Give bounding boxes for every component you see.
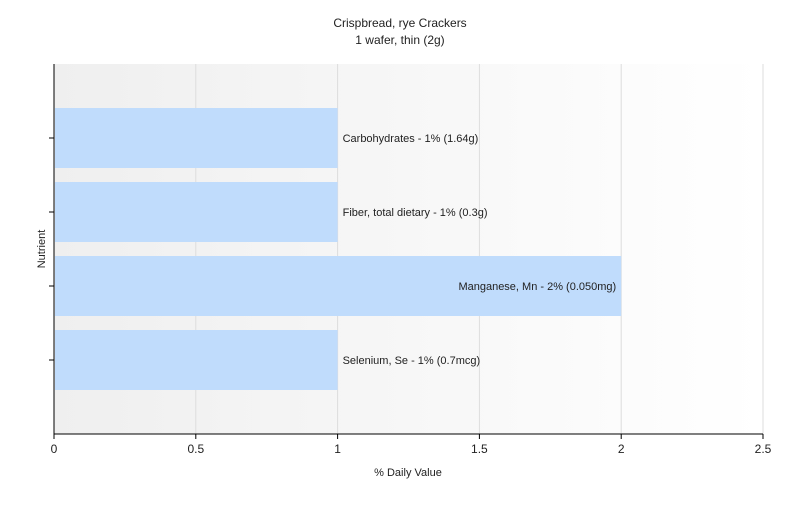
x-tick-label: 0 — [51, 442, 58, 456]
bar-label: Manganese, Mn - 2% (0.050mg) — [458, 281, 616, 293]
chart-subtitle: 1 wafer, thin (2g) — [355, 33, 444, 47]
bars — [55, 108, 622, 390]
bar-label: Fiber, total dietary - 1% (0.3g) — [343, 207, 488, 219]
x-tick-label: 1 — [334, 442, 341, 456]
bar — [55, 108, 338, 168]
x-tick-label: 2.5 — [755, 442, 772, 456]
x-axis-ticks: 0 0.5 1 1.5 2 2.5 — [51, 434, 772, 456]
bar — [55, 182, 338, 242]
y-axis-ticks — [49, 137, 54, 361]
x-tick-label: 2 — [618, 442, 625, 456]
bar-label: Carbohydrates - 1% (1.64g) — [343, 133, 479, 145]
chart-title: Crispbread, rye Crackers — [333, 16, 466, 30]
y-axis-label: Nutrient — [36, 230, 48, 269]
bar — [55, 330, 338, 390]
bar-labels: Carbohydrates - 1% (1.64g) Fiber, total d… — [343, 133, 617, 367]
bar-label: Selenium, Se - 1% (0.7mcg) — [343, 355, 481, 367]
x-axis-label: % Daily Value — [374, 467, 442, 479]
x-tick-label: 0.5 — [187, 442, 204, 456]
x-tick-label: 1.5 — [471, 442, 488, 456]
bar — [55, 256, 622, 316]
